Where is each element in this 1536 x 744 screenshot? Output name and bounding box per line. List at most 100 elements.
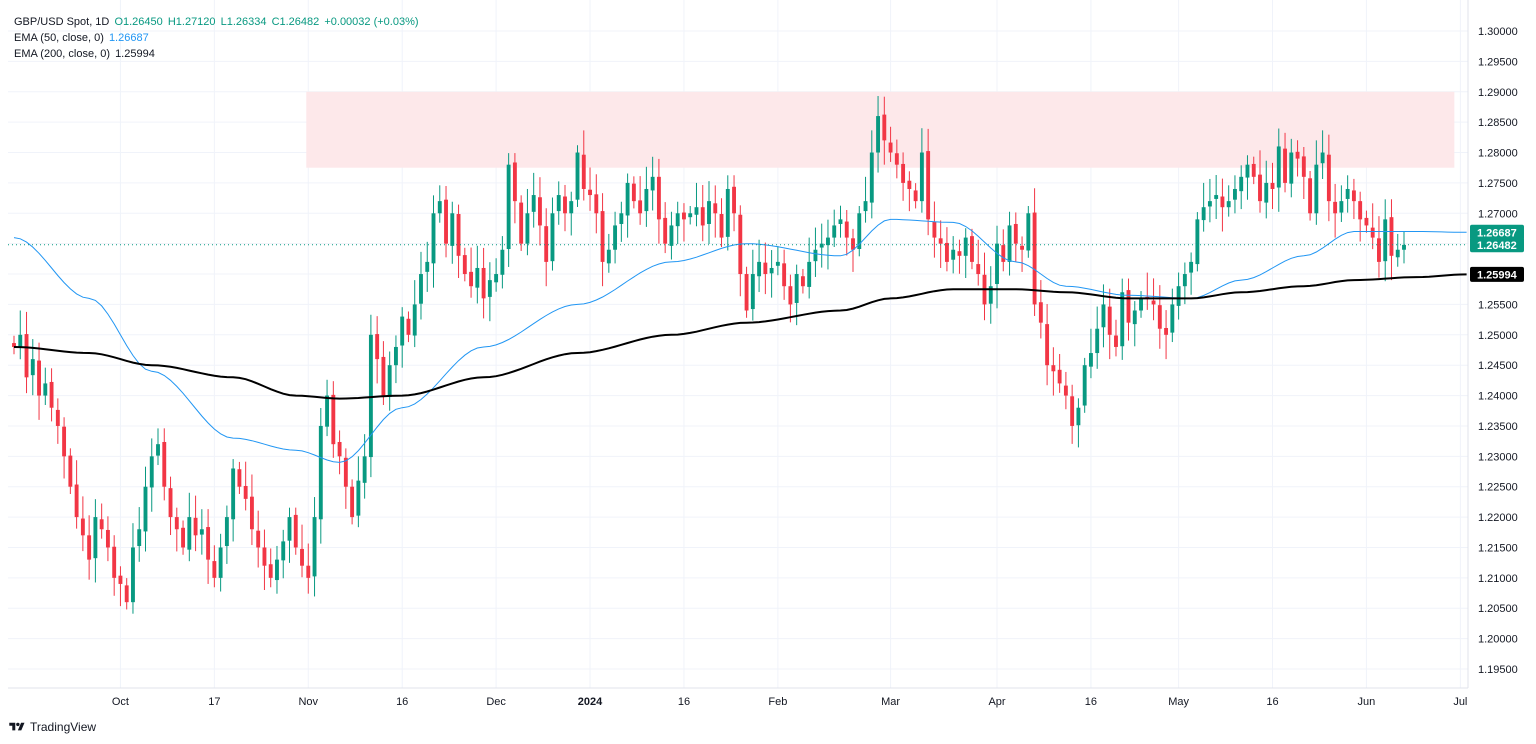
candle-down <box>181 520 185 555</box>
time-tick-label: 2024 <box>578 696 603 708</box>
candle-down <box>406 311 411 343</box>
candle-down <box>381 341 386 405</box>
price-tick-label: 1.28500 <box>1478 117 1518 129</box>
price-tick-label: 1.22500 <box>1478 482 1518 494</box>
candle-up <box>807 237 812 299</box>
candle-down <box>788 274 793 323</box>
price-tick-label: 1.19500 <box>1478 664 1518 676</box>
candle-up <box>525 188 530 256</box>
candle-up <box>356 456 361 528</box>
candle-up <box>1320 130 1325 180</box>
candle-up <box>312 497 317 597</box>
price-tick-label: 1.24000 <box>1478 391 1518 403</box>
candle-up <box>1120 278 1125 360</box>
legend-ema50-row[interactable]: EMA (50, close, 0) 1.26687 <box>14 30 419 46</box>
candle-down <box>1020 236 1025 272</box>
candle-up <box>550 197 555 271</box>
candle-down <box>162 428 167 501</box>
candle-up <box>531 172 536 228</box>
low-value: L1.26334 <box>220 16 267 28</box>
candle-up <box>475 245 480 304</box>
candle-up <box>1189 252 1194 295</box>
candle-up <box>857 205 862 257</box>
time-tick-label: Apr <box>988 696 1005 708</box>
price-tick-label: 1.29000 <box>1478 87 1518 99</box>
price-tick-label: 1.24500 <box>1478 360 1518 372</box>
candle-down <box>350 479 355 525</box>
candle-up <box>556 181 561 225</box>
candle-up <box>1101 284 1106 348</box>
legend-symbol-row[interactable]: GBP/USD Spot, 1D O1.26450 H1.27120 L1.26… <box>14 14 419 30</box>
candle-up <box>988 266 993 324</box>
time-tick-label: Jun <box>1358 696 1376 708</box>
price-tick-label: 1.20500 <box>1478 603 1518 615</box>
candle-down <box>713 185 718 238</box>
price-tick-label: 1.21000 <box>1478 573 1518 585</box>
candle-down <box>1063 371 1068 410</box>
candle-down <box>512 153 517 224</box>
tradingview-logo[interactable]: TradingView <box>8 720 96 734</box>
candle-down <box>581 130 586 201</box>
time-tick-label: 16 <box>1266 696 1278 708</box>
candle-up <box>919 128 924 213</box>
candle-down <box>343 448 348 509</box>
candle-down <box>337 430 342 475</box>
price-badge: 1.25994 <box>1470 266 1524 282</box>
candle-down <box>1351 178 1356 220</box>
candle-up <box>606 233 611 273</box>
price-tick-label: 1.29500 <box>1478 56 1518 68</box>
candle-up <box>644 166 649 227</box>
candle-up <box>187 492 192 562</box>
candle-up <box>575 145 580 207</box>
candle-down <box>1157 285 1162 349</box>
price-tick-label: 1.30000 <box>1478 26 1518 38</box>
candle-up <box>137 507 142 562</box>
candle-down <box>1164 310 1169 360</box>
candle-down <box>168 476 173 536</box>
candle-down <box>932 201 937 258</box>
candle-down <box>1126 278 1131 341</box>
candle-down <box>462 247 467 282</box>
candle-up <box>412 280 417 348</box>
candle-down <box>663 202 668 254</box>
candle-down <box>55 398 60 444</box>
candle-down <box>1258 150 1262 213</box>
candle-up <box>1182 262 1187 305</box>
candle-down <box>306 543 311 594</box>
candle-up <box>393 335 398 384</box>
candle-up <box>362 434 367 499</box>
candle-down <box>112 535 117 596</box>
candle-up <box>669 211 674 260</box>
candle-down <box>1283 132 1287 193</box>
candle-down <box>1001 229 1006 272</box>
candle-down <box>732 175 736 232</box>
candle-down <box>882 96 887 165</box>
candle-up <box>1095 306 1100 369</box>
candle-up <box>951 236 956 274</box>
candle-up <box>826 219 830 270</box>
candle-up <box>707 181 711 245</box>
candle-down <box>744 266 749 318</box>
candle-up <box>832 209 837 248</box>
candle-up <box>1195 212 1200 272</box>
candle-up <box>1383 199 1388 282</box>
candle-up <box>500 236 505 289</box>
price-tick-label: 1.27000 <box>1478 208 1518 220</box>
candle-up <box>149 438 154 512</box>
candle-up <box>963 228 968 278</box>
candle-down <box>1333 183 1338 238</box>
price-tick-label: 1.22000 <box>1478 512 1518 524</box>
candle-up <box>156 428 160 466</box>
candle-down <box>700 185 705 242</box>
time-axis[interactable]: Oct 17 Nov 16 Dec 2024 16 Feb Mar Apr 16 May 16 Jun Ju… <box>112 696 1468 708</box>
candle-down <box>174 507 179 552</box>
candle-up <box>1233 175 1237 214</box>
candle-up <box>281 529 286 579</box>
legend-ema200-row[interactable]: EMA (200, close, 0) 1.25994 <box>14 46 419 62</box>
candle-down <box>1057 354 1062 393</box>
candle-up <box>1201 182 1206 232</box>
svg-text:1.26482: 1.26482 <box>1477 240 1517 252</box>
candle-up <box>431 195 436 288</box>
price-tick-label: 1.25000 <box>1478 330 1518 342</box>
